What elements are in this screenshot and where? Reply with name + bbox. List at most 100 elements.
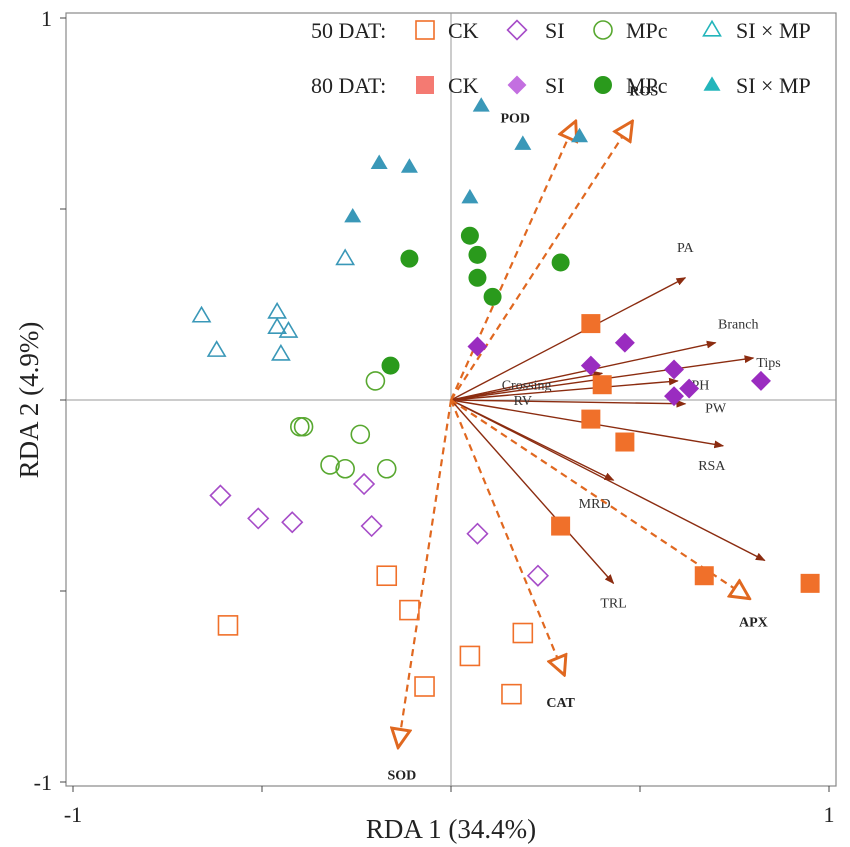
x-axis-title: RDA 1 (34.4%) [366, 814, 536, 844]
mpc-filled-circle-point [483, 287, 502, 306]
mpc-open-circle-point [289, 416, 310, 437]
vector-label-pod: POD [500, 111, 530, 126]
mpc-filled-circle-point [460, 226, 479, 245]
si-x-mp-open-triangle-point [206, 340, 227, 357]
si-x-mp-filled-triangle-point [370, 154, 388, 169]
vector-label-sod: SOD [387, 768, 416, 783]
si-x-mp-filled-triangle-point [472, 97, 490, 112]
vector-ros [450, 121, 632, 401]
vector-label-ros: ROS [629, 85, 658, 100]
ck-open-square-point [501, 683, 522, 705]
si-filled-diamond-point [467, 336, 488, 357]
mpc-open-circle-point [293, 416, 314, 437]
si-open-diamond-point [281, 511, 304, 534]
legend-label-ck: CK [448, 18, 479, 43]
si-x-mp-filled-triangle-point [571, 127, 589, 143]
si-filled-diamond-point [664, 359, 684, 380]
si-filled-diamond-point [750, 370, 771, 391]
vector-label-pa: PA [677, 241, 695, 256]
si-x-mp-open-triangle-point [191, 305, 212, 323]
legend-label-mpc: MPc [626, 18, 668, 43]
si-filled-diamond-point [679, 378, 700, 399]
si-filled-diamond-point [614, 332, 635, 353]
legend-row-label: 50 DAT: [311, 18, 386, 43]
vector-pod [449, 121, 576, 401]
vector-trl [450, 399, 615, 585]
legend-si-mp-filled-triangle-icon [703, 76, 721, 91]
ck-filled-square-point [694, 566, 714, 586]
vector-crossing [450, 370, 604, 401]
ck-filled-square-point [800, 573, 820, 593]
vector-label-pw: PW [705, 402, 727, 417]
legend-mpc-filled-circle-icon [594, 76, 612, 94]
legend: 50 DAT: CK SI MPc SI × MP 80 DAT: CK SI MPc SI × … [311, 18, 811, 98]
ck-open-square-point [217, 615, 239, 636]
legend-label-ck: CK [448, 73, 479, 98]
si-open-diamond-point [209, 484, 232, 507]
mpc-open-circle-point [350, 424, 371, 445]
si-filled-diamond-point [664, 386, 684, 407]
legend-label-si: SI [545, 73, 565, 98]
si-x-mp-filled-triangle-point [344, 207, 362, 223]
mpc-filled-circle-point [400, 249, 419, 268]
mpc-filled-circle-point [551, 253, 570, 272]
vector-label-apx: APX [739, 616, 768, 631]
mpc-filled-circle-point [468, 268, 487, 287]
legend-label-si: SI [545, 18, 565, 43]
vector-mrd [450, 399, 615, 481]
vector-label-rv: RV [514, 394, 532, 409]
ck-filled-square-point [615, 432, 635, 452]
legend-row-label: 80 DAT: [311, 73, 386, 98]
vector-branch [450, 340, 717, 401]
mpc-open-circle-point [376, 458, 397, 479]
legend-ck-open-square-icon [415, 20, 435, 40]
si-x-mp-open-triangle-point [271, 343, 291, 361]
vector-label-tips: Tips [756, 356, 780, 371]
axis-ticks: -1 1 1 -1 [34, 6, 835, 827]
x-tick-label: 1 [824, 802, 835, 827]
x-tick-label: -1 [64, 802, 82, 827]
sample-points [191, 97, 820, 705]
ck-filled-square-point [592, 375, 612, 395]
si-x-mp-filled-triangle-point [514, 135, 532, 150]
vector-rv [450, 399, 766, 562]
si-open-diamond-point [360, 514, 383, 538]
vector-label-crossing: Crossing [502, 379, 552, 394]
ck-open-square-point [459, 645, 481, 667]
mpc-open-circle-point [335, 458, 355, 479]
legend-label-si-mp: SI × MP [736, 18, 811, 43]
legend-si-open-diamond-icon [506, 19, 528, 41]
legend-label-si-mp: SI × MP [736, 73, 811, 98]
vector-cat [449, 399, 564, 675]
vector-pw [450, 399, 687, 408]
ck-filled-square-point [551, 516, 571, 536]
ck-open-square-point [414, 676, 435, 697]
vector-pa [450, 277, 687, 401]
si-x-mp-open-triangle-point [335, 248, 356, 266]
legend-si-filled-diamond-icon [507, 75, 527, 95]
y-axis-title: RDA 2 (4.9%) [14, 322, 44, 479]
si-filled-diamond-point [580, 355, 601, 376]
vector-label-mrd: MRD [579, 497, 611, 512]
mpc-filled-circle-point [381, 356, 400, 375]
ck-open-square-point [399, 599, 420, 621]
vector-label-trl: TRL [600, 596, 626, 611]
si-x-mp-open-triangle-point [267, 301, 288, 319]
mpc-open-circle-point [320, 455, 340, 475]
ck-open-square-point [376, 565, 398, 587]
ck-filled-square-point [581, 409, 601, 429]
vector-sod [398, 399, 453, 748]
vector-label-cat: CAT [546, 696, 575, 711]
ck-open-square-point [512, 622, 534, 644]
legend-mpc-open-circle-icon [593, 20, 613, 40]
mpc-open-circle-point [365, 371, 386, 391]
vector-label-branch: Branch [718, 318, 758, 333]
vector-label-rsa: RSA [698, 459, 726, 474]
ck-filled-square-point [581, 314, 601, 334]
y-tick-label: 1 [41, 6, 52, 31]
legend-ck-filled-square-icon [416, 76, 434, 94]
mpc-filled-circle-point [468, 245, 487, 264]
si-open-diamond-point [352, 472, 376, 496]
